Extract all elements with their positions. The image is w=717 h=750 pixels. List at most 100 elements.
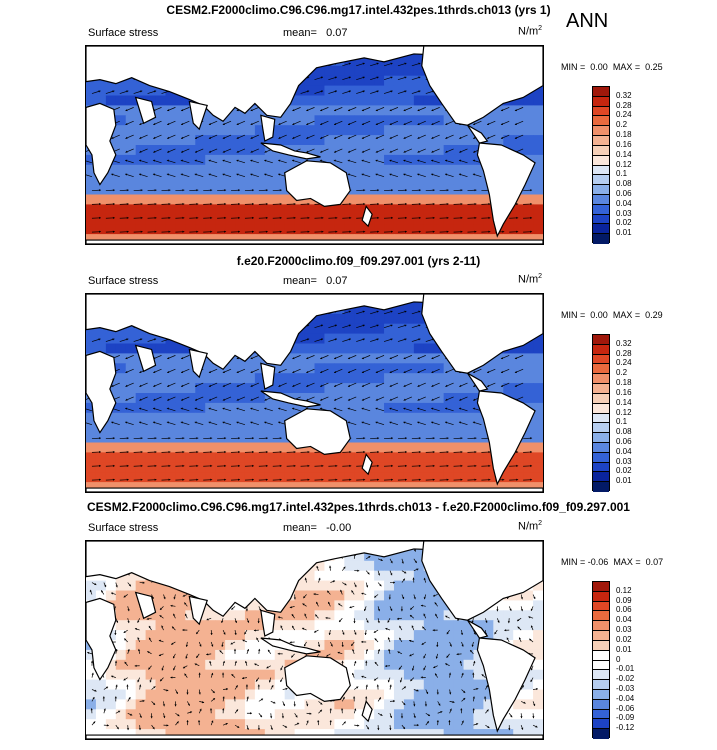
ocean-cell — [314, 105, 325, 116]
ocean-cell — [284, 689, 296, 700]
colorbar-swatch — [593, 204, 609, 215]
ocean-cell — [354, 550, 365, 562]
ocean-cell — [354, 472, 365, 483]
wind-arrow-head — [404, 310, 407, 313]
ocean-cell — [205, 204, 216, 215]
ocean-cell — [433, 719, 445, 730]
ocean-cell — [165, 452, 176, 463]
colorbar-swatch — [593, 423, 609, 434]
wind-arrow-head — [487, 384, 490, 387]
ocean-cell — [374, 442, 385, 453]
ocean-cell — [413, 194, 425, 205]
ocean-cell — [205, 452, 216, 463]
colorbar-swatch — [593, 155, 609, 166]
ocean-cell — [175, 383, 186, 394]
ocean-cell — [503, 105, 514, 116]
ocean-cell — [225, 383, 236, 394]
wind-arrow-head — [431, 150, 434, 153]
ocean-cell — [244, 610, 256, 621]
ocean-cell — [473, 184, 484, 195]
ocean-cell — [463, 689, 474, 700]
ocean-cell — [86, 649, 97, 661]
wind-arrow-head — [334, 90, 337, 93]
ocean-cell — [274, 719, 286, 730]
wind-arrow-head — [362, 338, 365, 341]
ocean-cell — [344, 125, 355, 136]
ocean-cell — [244, 689, 256, 700]
wind-arrow-head — [168, 230, 171, 233]
ocean-cell — [423, 590, 435, 601]
ocean-cell — [105, 452, 117, 463]
wind-arrow-head — [181, 109, 184, 112]
land-mass — [260, 390, 321, 408]
wind-arrow-head — [367, 572, 370, 575]
ocean-cell — [344, 462, 355, 473]
ocean-cell — [135, 649, 147, 661]
ocean-cell — [344, 422, 355, 434]
wind-arrow-head — [126, 464, 129, 468]
wind-arrow-head — [126, 437, 129, 440]
ocean-cell — [115, 590, 127, 601]
ocean-cell — [423, 224, 435, 235]
ocean-cell — [145, 204, 157, 215]
ocean-cell — [274, 462, 286, 473]
ocean-cell — [294, 224, 306, 235]
ocean-cell — [165, 422, 176, 434]
ocean-cell — [433, 590, 445, 601]
ocean-cell — [165, 649, 176, 661]
panel-3-units-exp: 2 — [538, 520, 543, 527]
ocean-cell — [294, 649, 306, 661]
ocean-cell — [384, 115, 395, 126]
wind-arrow-head — [139, 136, 142, 139]
ocean-cell — [384, 363, 395, 374]
ocean-cell — [205, 174, 216, 186]
ocean-cell — [195, 649, 206, 661]
ocean-cell — [95, 590, 107, 601]
ocean-cell — [403, 580, 415, 591]
ocean-cell — [125, 580, 137, 591]
ocean-cell — [274, 649, 286, 661]
ocean-cell — [105, 343, 117, 354]
ocean-cell — [274, 659, 286, 671]
wind-arrow-head — [391, 202, 393, 206]
wind-arrow-head — [168, 450, 171, 454]
ocean-cell — [125, 85, 137, 96]
ocean-cell — [344, 689, 355, 700]
ocean-cell — [364, 482, 375, 492]
ocean-cell — [463, 184, 474, 195]
ocean-cell — [523, 630, 534, 641]
wind-arrow-head — [391, 230, 393, 233]
land-mass — [361, 453, 373, 476]
wind-arrow-head — [365, 585, 369, 588]
wind-arrow-head — [376, 324, 379, 327]
wind-arrow-head — [500, 384, 504, 387]
ocean-cell — [374, 640, 385, 651]
ocean-cell — [135, 462, 147, 473]
wind-arrow-head — [458, 159, 462, 162]
ocean-cell — [264, 412, 276, 424]
colorbar-swatch — [593, 452, 609, 463]
ocean-cell — [334, 620, 345, 631]
ocean-cell — [443, 174, 455, 186]
ocean-cell — [374, 154, 385, 166]
ocean-cell — [413, 630, 425, 641]
ocean-cell — [533, 482, 543, 492]
ocean-cell — [95, 75, 107, 87]
ocean-cell — [304, 649, 315, 661]
ocean-cell — [413, 452, 425, 463]
wind-arrow-head — [362, 324, 365, 327]
wind-arrow-head — [167, 384, 170, 387]
ocean-cell — [334, 600, 345, 611]
ocean-cell — [235, 422, 246, 434]
ocean-cell — [403, 689, 415, 700]
ocean-cell — [95, 214, 107, 225]
ocean-cell — [463, 383, 474, 394]
wind-arrow-head — [514, 122, 518, 126]
wind-arrow-head — [530, 189, 533, 192]
ocean-cell — [493, 729, 504, 739]
ocean-cell — [374, 570, 385, 582]
ocean-cell — [175, 422, 186, 434]
ocean-cell — [185, 452, 196, 463]
ocean-cell — [314, 125, 325, 136]
